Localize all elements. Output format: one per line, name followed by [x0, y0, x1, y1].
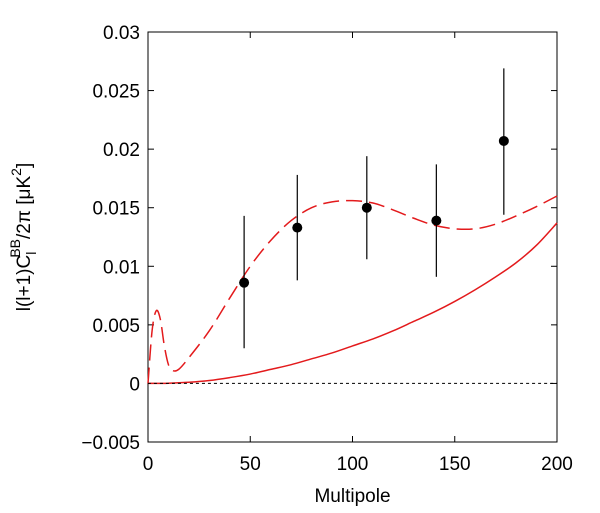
y-axis-label: l(l+1)ClBB/2π [μK2]	[7, 163, 39, 312]
y-label-subscript: l	[23, 252, 39, 255]
y-label-superscript: BB	[7, 239, 23, 258]
data-point	[239, 277, 250, 288]
x-tick-label: 150	[439, 454, 471, 475]
y-tick-label: 0.025	[92, 82, 140, 103]
y-label-close: ]	[14, 163, 35, 168]
data-point	[498, 135, 509, 146]
y-tick-label: 0.01	[103, 257, 140, 278]
x-tick-label: 200	[541, 454, 573, 475]
data-points	[239, 135, 509, 288]
y-tick-label: −0.005	[81, 433, 140, 454]
series-line-dashed	[147, 195, 558, 384]
y-tick-label: 0.03	[103, 23, 140, 44]
y-label-prefix: l(l+1)C	[14, 255, 35, 311]
data-point	[361, 202, 372, 213]
x-tick-label: 100	[337, 454, 369, 475]
data-point	[431, 215, 442, 226]
y-label-suffix: /2π [μK	[14, 176, 35, 239]
series-line-solid	[147, 222, 558, 385]
x-tick-labels: 0 50 100 150 200	[143, 454, 573, 475]
y-tick-label: 0.02	[103, 140, 140, 161]
x-tick-label: 0	[143, 454, 154, 475]
y-label-unit-superscript: 2	[8, 168, 24, 176]
y-tick-labels: −0.005 0 0.005 0.01 0.015 0.02 0.025 0.03	[81, 23, 140, 454]
y-tick-label: 0.015	[92, 199, 140, 220]
series-lines	[147, 195, 558, 385]
y-tick-label: 0	[129, 374, 140, 395]
error-bars	[243, 68, 505, 349]
y-tick-label: 0.005	[92, 316, 140, 337]
x-tick-label: 50	[240, 454, 261, 475]
x-axis-label: Multipole	[314, 486, 390, 507]
data-point	[292, 222, 303, 233]
